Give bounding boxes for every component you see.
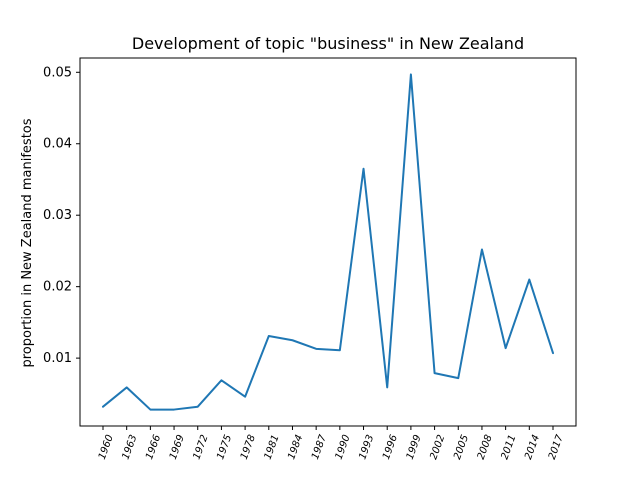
- x-tick-label: 1972: [192, 433, 211, 461]
- x-tick-label: 2017: [547, 433, 566, 461]
- y-tick-label: 0.05: [43, 65, 72, 80]
- x-tick-label: 2011: [499, 433, 518, 461]
- x-tick-label: 1978: [239, 433, 258, 461]
- y-tick-label: 0.03: [43, 208, 72, 223]
- x-tick-label: 1984: [286, 433, 305, 461]
- x-axis-ticks: 1960 1963 1966 1969 1972 1975 1978 1981 1984 1987…: [97, 426, 566, 461]
- x-tick-label: 2014: [523, 433, 542, 461]
- y-axis-ticks: 0.01 0.02 0.03 0.04 0.05: [43, 65, 80, 366]
- y-tick-label: 0.01: [43, 351, 72, 366]
- x-tick-label: 1993: [357, 433, 376, 461]
- x-tick-label: 1981: [263, 433, 282, 461]
- x-tick-label: 1987: [310, 433, 329, 461]
- x-tick-label: 1966: [144, 433, 163, 461]
- x-tick-label: 2002: [428, 433, 447, 461]
- y-axis-label: proportion in New Zealand manifestos: [20, 118, 35, 367]
- x-tick-label: 2005: [452, 433, 471, 461]
- x-tick-label: 1990: [334, 433, 353, 461]
- x-tick-label: 1960: [97, 433, 116, 461]
- x-tick-label: 1963: [120, 433, 139, 461]
- x-tick-label: 1996: [381, 433, 400, 461]
- data-points: [102, 74, 554, 410]
- series-line: [102, 73, 554, 411]
- y-tick-label: 0.02: [43, 280, 72, 295]
- x-tick-label: 2008: [476, 433, 495, 461]
- y-tick-label: 0.04: [43, 137, 72, 152]
- plot-area-frame: [79, 57, 577, 427]
- chart-title: Development of topic "business" in New Z…: [132, 34, 524, 53]
- x-tick-label: 1969: [168, 433, 187, 461]
- x-tick-label: 1975: [215, 433, 234, 461]
- x-tick-label: 1999: [405, 433, 424, 461]
